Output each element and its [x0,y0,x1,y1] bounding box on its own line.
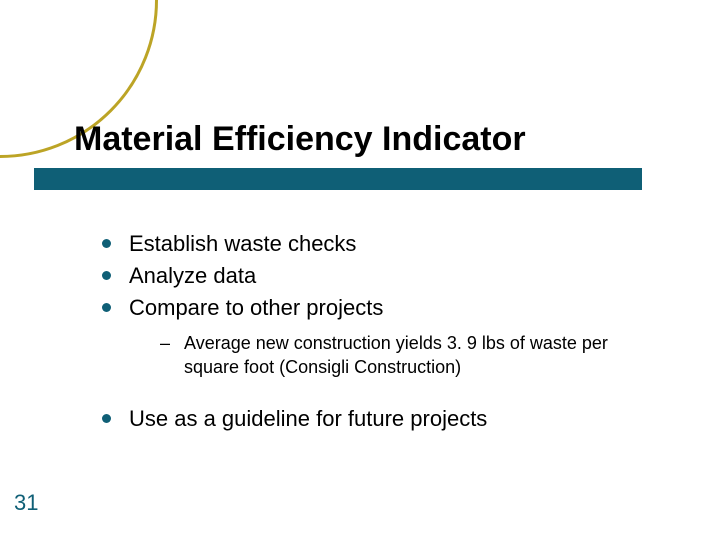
bullet-text: Analyze data [129,262,256,290]
title-underline-bar [34,168,642,190]
dash-icon: – [160,333,170,354]
bullet-dot-icon [102,271,111,280]
bullet-text: Establish waste checks [129,230,356,258]
bullet-dot-icon [102,239,111,248]
bullet-item: Establish waste checks [102,230,660,258]
bullet-text: Use as a guideline for future projects [129,405,487,433]
page-number: 31 [14,490,38,516]
sub-bullet-item: – Average new construction yields 3. 9 l… [160,332,660,379]
bullet-item: Compare to other projects [102,294,660,322]
bullet-item: Use as a guideline for future projects [102,405,660,433]
content-area: Establish waste checks Analyze data Comp… [102,230,660,433]
bullet-dot-icon [102,414,111,423]
bullet-item: Analyze data [102,262,660,290]
sub-bullet-text: Average new construction yields 3. 9 lbs… [184,332,660,379]
slide: Material Efficiency Indicator Establish … [0,0,720,540]
slide-title: Material Efficiency Indicator [74,120,526,159]
bullet-dot-icon [102,303,111,312]
bullet-text: Compare to other projects [129,294,383,322]
